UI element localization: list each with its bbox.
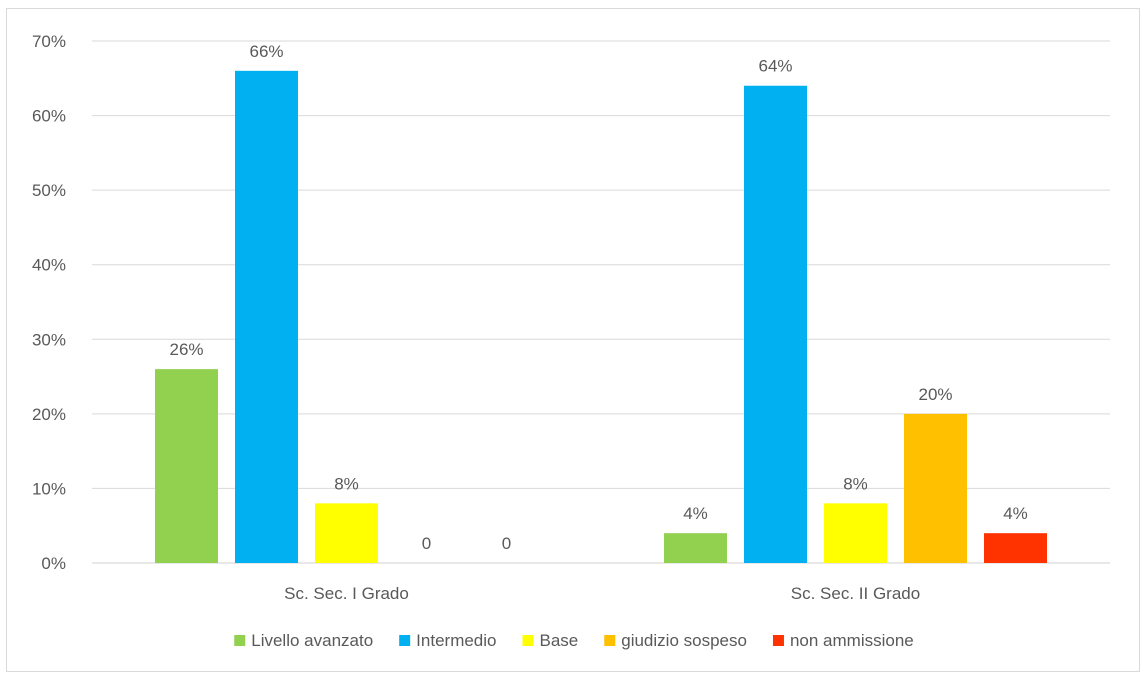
category-labels: Sc. Sec. I Grado Sc. Sec. II Grado [284,584,920,603]
y-tick-label: 20% [32,405,66,424]
y-tick-label: 10% [32,479,66,498]
data-label: 4% [683,504,708,523]
bar [664,533,727,563]
data-label: 20% [918,385,952,404]
category-label: Sc. Sec. I Grado [284,584,409,603]
y-tick-label: 40% [32,256,66,275]
y-axis-ticks: 0% 10% 20% 30% 40% 50% 60% 70% [32,32,66,573]
category-label: Sc. Sec. II Grado [791,584,920,603]
legend-swatch [772,635,784,646]
bar [904,413,967,563]
y-tick-label: 50% [32,181,66,200]
legend-label: Base [540,631,579,650]
bar [155,369,218,563]
legend-item: Base [522,631,579,650]
y-tick-label: 0% [41,554,66,573]
legend-item: giudizio sospeso [604,631,747,650]
legend-item: Intermedio [399,631,497,650]
data-label: 8% [334,474,359,493]
legend-label: Livello avanzato [251,631,373,650]
legend-item: Livello avanzato [234,631,373,650]
data-label: 0 [502,534,511,553]
bars [155,70,1047,563]
y-tick-label: 30% [32,330,66,349]
bar [984,533,1047,563]
bar [824,503,887,563]
data-label: 64% [758,57,792,76]
legend-swatch [399,635,411,646]
bar [315,503,378,563]
y-tick-label: 70% [32,32,66,51]
y-tick-label: 60% [32,107,66,126]
legend-label: Intermedio [416,631,496,650]
data-label: 0 [422,534,431,553]
bar [744,85,807,563]
legend: Livello avanzato Intermedio Base giudizio s… [234,631,914,650]
data-label: 8% [843,474,868,493]
legend-swatch [234,635,246,646]
data-label: 66% [249,42,283,61]
data-label: 4% [1003,504,1028,523]
legend-swatch [522,635,534,646]
data-label: 26% [169,340,203,359]
data-labels: 26% 66% 8% 0 0 4% 64% 8% 20% 4% [169,42,1027,553]
legend-item: non ammissione [772,631,914,650]
bar [235,70,298,563]
legend-label: non ammissione [790,631,914,650]
legend-label: giudizio sospeso [621,631,747,650]
legend-swatch [604,635,616,646]
